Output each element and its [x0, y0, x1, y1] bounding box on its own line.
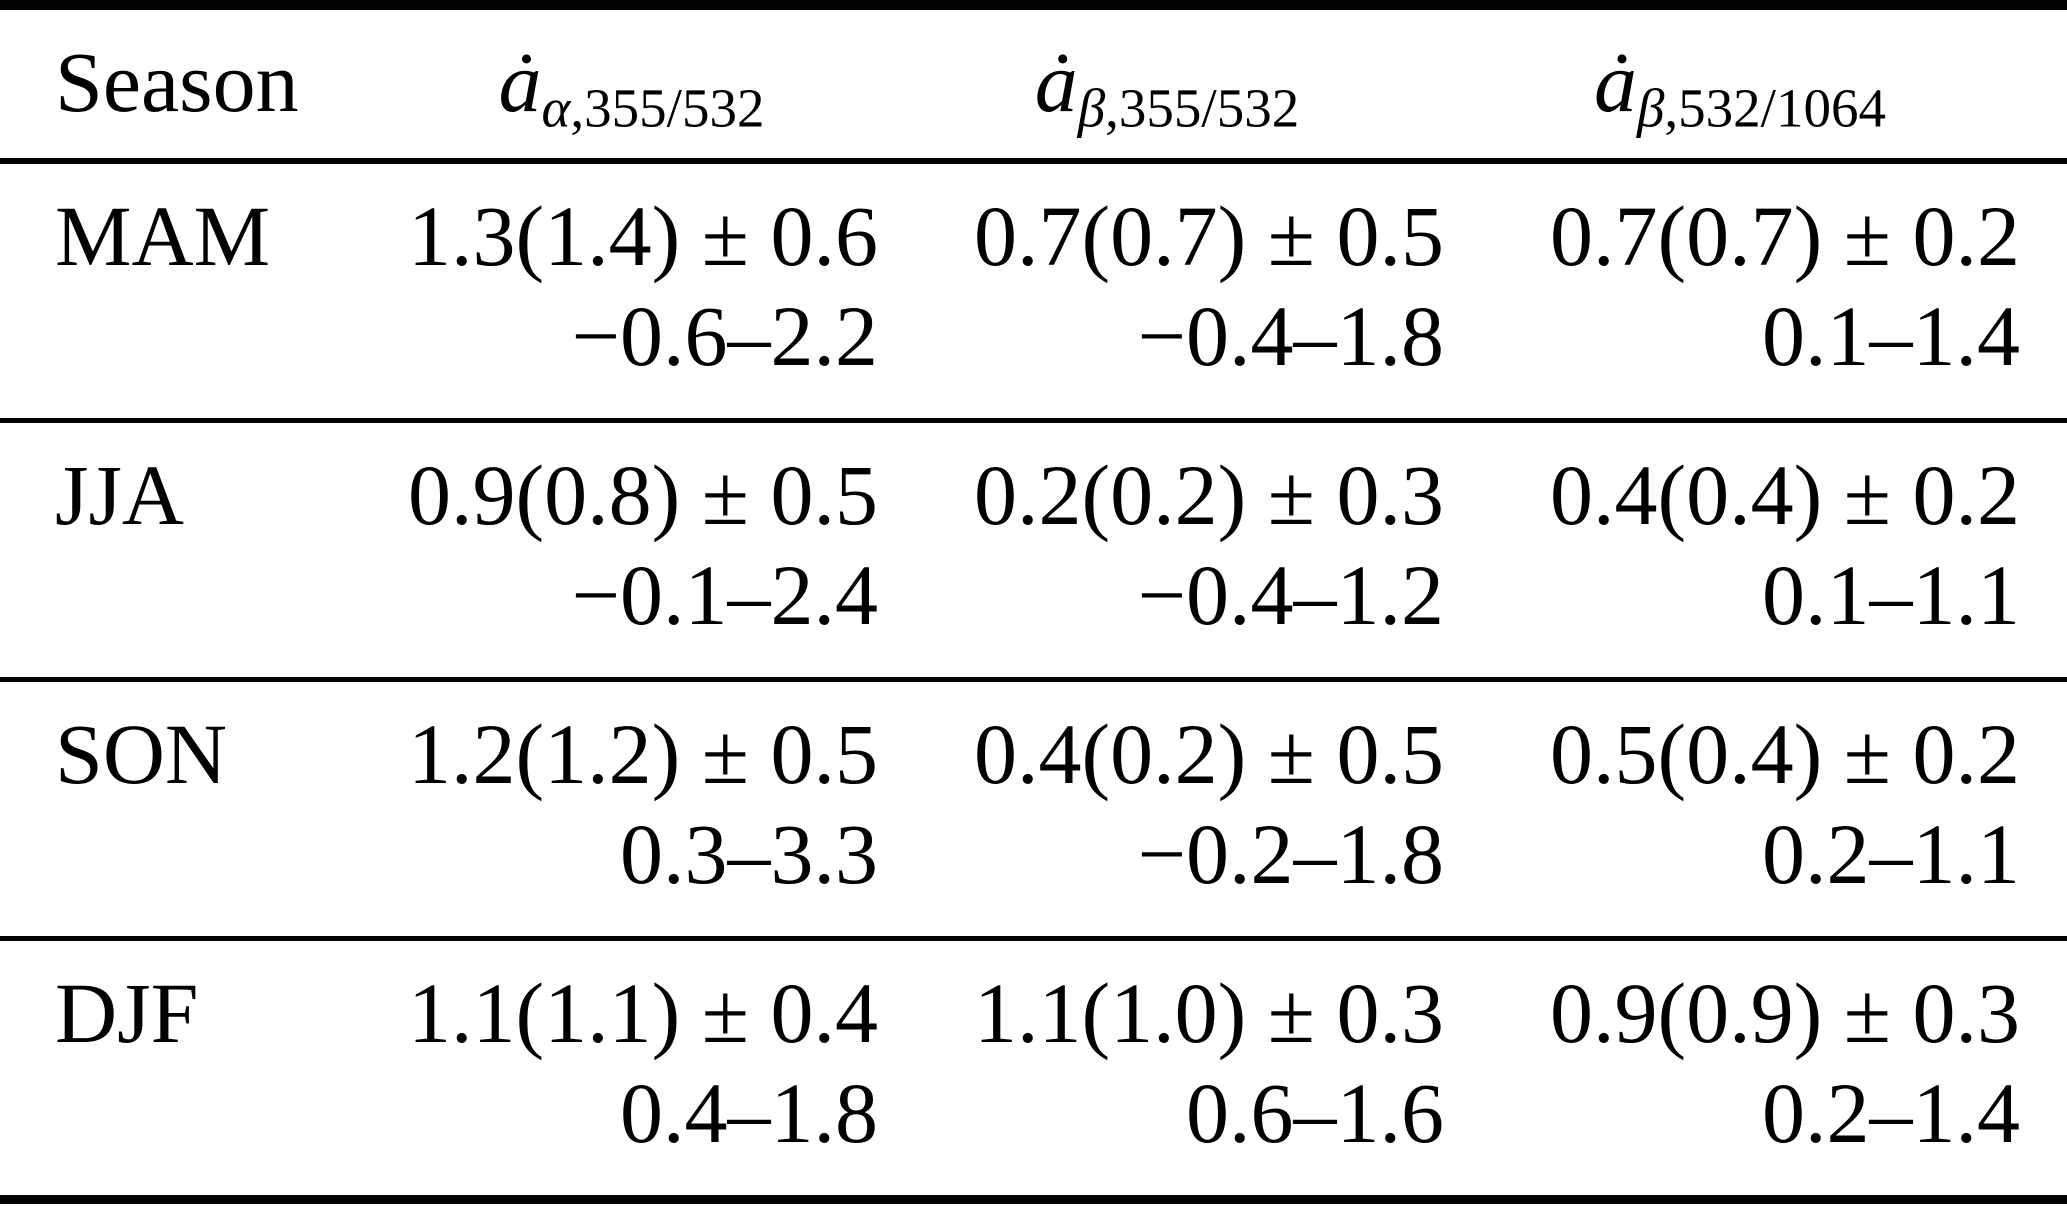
value-cell: 0.9(0.8) ± 0.5 −0.1–2.4 [385, 421, 890, 680]
table-row-jja: JJA 0.9(0.8) ± 0.5 −0.1–2.4 0.2(0.2) ± 0… [0, 421, 2067, 680]
mean-value: 0.9(0.9) ± 0.3 [1550, 965, 2020, 1061]
table-row-djf: DJF 1.1(1.1) ± 0.4 0.4–1.8 1.1(1.0) ± 0.… [0, 939, 2067, 1200]
column-header-a-beta-355-532: ȧβ,355/532 [890, 5, 1460, 161]
range-value: −0.6–2.2 [571, 288, 878, 384]
value-cell: 1.1(1.0) ± 0.3 0.6–1.6 [890, 939, 1460, 1200]
a-dot-symbol: ȧ [1034, 34, 1078, 130]
subscript: α,355/532 [541, 77, 764, 138]
table-header: Season ȧα,355/532 ȧβ,355/532 ȧβ,532/1064 [0, 5, 2067, 161]
column-header-a-alpha-355-532: ȧα,355/532 [385, 5, 890, 161]
greek-beta: β [1077, 77, 1106, 139]
value-cell: 1.2(1.2) ± 0.5 0.3–3.3 [385, 680, 890, 939]
value-cell: 0.7(0.7) ± 0.2 0.1–1.4 [1460, 161, 2067, 421]
value-cell: 0.9(0.9) ± 0.3 0.2–1.4 [1460, 939, 2067, 1200]
column-header-season: Season [55, 34, 299, 130]
value-cell: 1.1(1.1) ± 0.4 0.4–1.8 [385, 939, 890, 1200]
range-value: 0.1–1.4 [1762, 288, 2020, 384]
value-cell: 0.4(0.2) ± 0.5 −0.2–1.8 [890, 680, 1460, 939]
season-cell: SON [55, 706, 228, 802]
greek-alpha: α [541, 77, 571, 139]
wavelength-pair: ,532/1064 [1664, 77, 1887, 139]
range-value: −0.1–2.4 [571, 547, 878, 643]
value-cell: 1.3(1.4) ± 0.6 −0.6–2.2 [385, 161, 890, 421]
mean-value: 0.4(0.4) ± 0.2 [1550, 447, 2020, 543]
wavelength-pair: ,355/532 [1105, 77, 1300, 139]
range-value: −0.2–1.8 [1137, 806, 1444, 902]
range-value: 0.1–1.1 [1762, 547, 2020, 643]
subscript: β,532/1064 [1637, 77, 1886, 138]
column-header-a-beta-532-1064: ȧβ,532/1064 [1460, 5, 2067, 161]
range-value: 0.3–3.3 [620, 806, 878, 902]
season-cell: DJF [55, 965, 199, 1061]
value-cell: 0.4(0.4) ± 0.2 0.1–1.1 [1460, 421, 2067, 680]
mean-value: 0.4(0.2) ± 0.5 [974, 706, 1444, 802]
range-value: 0.4–1.8 [620, 1065, 878, 1161]
subscript: β,355/532 [1078, 77, 1300, 138]
range-value: −0.4–1.8 [1137, 288, 1444, 384]
table-body: MAM 1.3(1.4) ± 0.6 −0.6–2.2 0.7(0.7) ± 0… [0, 161, 2067, 1200]
range-value: 0.2–1.4 [1762, 1065, 2020, 1161]
mean-value: 1.1(1.0) ± 0.3 [974, 965, 1444, 1061]
mean-value: 0.9(0.8) ± 0.5 [408, 447, 878, 543]
mean-value: 0.5(0.4) ± 0.2 [1550, 706, 2020, 802]
header-row: Season ȧα,355/532 ȧβ,355/532 ȧβ,532/1064 [0, 5, 2067, 161]
table-row-mam: MAM 1.3(1.4) ± 0.6 −0.6–2.2 0.7(0.7) ± 0… [0, 161, 2067, 421]
a-dot-symbol: ȧ [1593, 34, 1637, 130]
season-cell: JJA [55, 447, 185, 543]
value-cell: 0.7(0.7) ± 0.5 −0.4–1.8 [890, 161, 1460, 421]
value-cell: 0.2(0.2) ± 0.3 −0.4–1.2 [890, 421, 1460, 680]
mean-value: 1.2(1.2) ± 0.5 [408, 706, 878, 802]
season-cell: MAM [55, 188, 271, 284]
mean-value: 0.7(0.7) ± 0.5 [974, 188, 1444, 284]
mean-value: 0.7(0.7) ± 0.2 [1550, 188, 2020, 284]
mean-value: 1.1(1.1) ± 0.4 [408, 965, 878, 1061]
range-value: 0.6–1.6 [1186, 1065, 1444, 1161]
range-value: 0.2–1.1 [1762, 806, 2020, 902]
greek-beta: β [1636, 77, 1665, 139]
a-dot-symbol: ȧ [498, 34, 542, 130]
mean-value: 1.3(1.4) ± 0.6 [408, 188, 878, 284]
range-value: −0.4–1.2 [1137, 547, 1444, 643]
wavelength-pair: ,355/532 [570, 77, 765, 139]
mean-value: 0.2(0.2) ± 0.3 [974, 447, 1444, 543]
table-row-son: SON 1.2(1.2) ± 0.5 0.3–3.3 0.4(0.2) ± 0.… [0, 680, 2067, 939]
value-cell: 0.5(0.4) ± 0.2 0.2–1.1 [1460, 680, 2067, 939]
